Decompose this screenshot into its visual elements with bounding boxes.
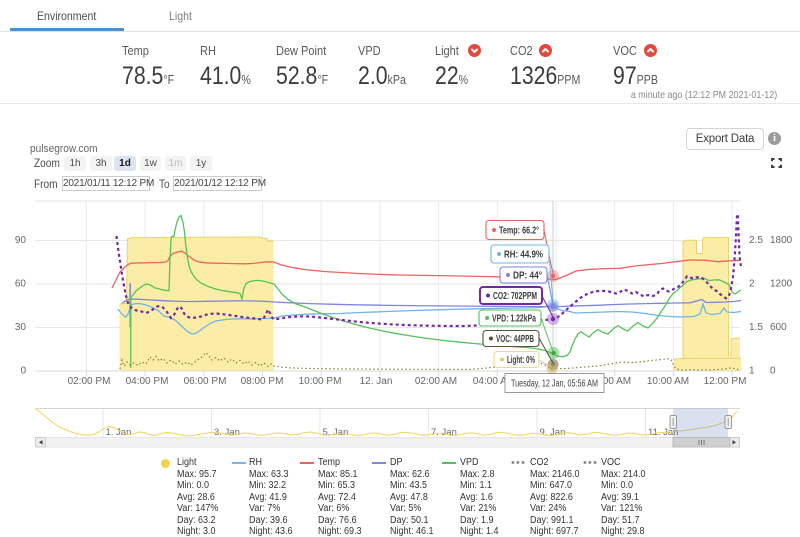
svg-text:1.5: 1.5	[749, 322, 763, 333]
svg-text:DP: 44°: DP: 44°	[513, 271, 542, 282]
svg-text:06:00 PM: 06:00 PM	[184, 376, 227, 387]
svg-text:12. Jan: 12. Jan	[360, 376, 393, 387]
svg-text:08:00 AM: 08:00 AM	[589, 376, 631, 387]
svg-text:02:00 PM: 02:00 PM	[68, 376, 111, 387]
svg-text:1800: 1800	[770, 235, 793, 246]
svg-text:90: 90	[15, 235, 27, 246]
svg-text:12:00 PM: 12:00 PM	[704, 376, 747, 387]
svg-text:600: 600	[770, 322, 787, 333]
svg-text:CO2: 702PPM: CO2: 702PPM	[493, 291, 537, 302]
svg-text:RH: 44.9%: RH: 44.9%	[504, 250, 543, 261]
svg-text:1: 1	[749, 366, 755, 377]
svg-text:02:00 AM: 02:00 AM	[415, 376, 457, 387]
svg-text:5. Jan: 5. Jan	[323, 427, 349, 438]
svg-text:2: 2	[749, 279, 755, 290]
svg-text:2.5: 2.5	[749, 235, 763, 246]
svg-text:9. Jan: 9. Jan	[540, 427, 566, 438]
svg-text:04:00 PM: 04:00 PM	[126, 376, 169, 387]
svg-text:VPD: 1.22kPa: VPD: 1.22kPa	[492, 314, 536, 325]
svg-text:1. Jan: 1. Jan	[106, 427, 132, 438]
svg-text:1200: 1200	[770, 279, 793, 290]
svg-text:30: 30	[15, 322, 27, 333]
svg-text:10:00 AM: 10:00 AM	[647, 376, 689, 387]
svg-text:VOC: 44PPB: VOC: 44PPB	[496, 334, 534, 345]
svg-text:60: 60	[15, 279, 27, 290]
svg-text:3. Jan: 3. Jan	[214, 427, 240, 438]
svg-text:08:00 PM: 08:00 PM	[241, 376, 284, 387]
svg-text:04:00 AM: 04:00 AM	[473, 376, 515, 387]
svg-text:0: 0	[770, 366, 776, 377]
svg-text:Temp: 66.2°: Temp: 66.2°	[499, 226, 539, 237]
svg-text:7. Jan: 7. Jan	[431, 427, 457, 438]
svg-text:Light: 0%: Light: 0%	[507, 355, 535, 366]
svg-text:0: 0	[20, 366, 26, 377]
svg-text:Tuesday, 12 Jan, 05:56 AM: Tuesday, 12 Jan, 05:56 AM	[511, 378, 598, 390]
svg-text:10:00 PM: 10:00 PM	[299, 376, 342, 387]
